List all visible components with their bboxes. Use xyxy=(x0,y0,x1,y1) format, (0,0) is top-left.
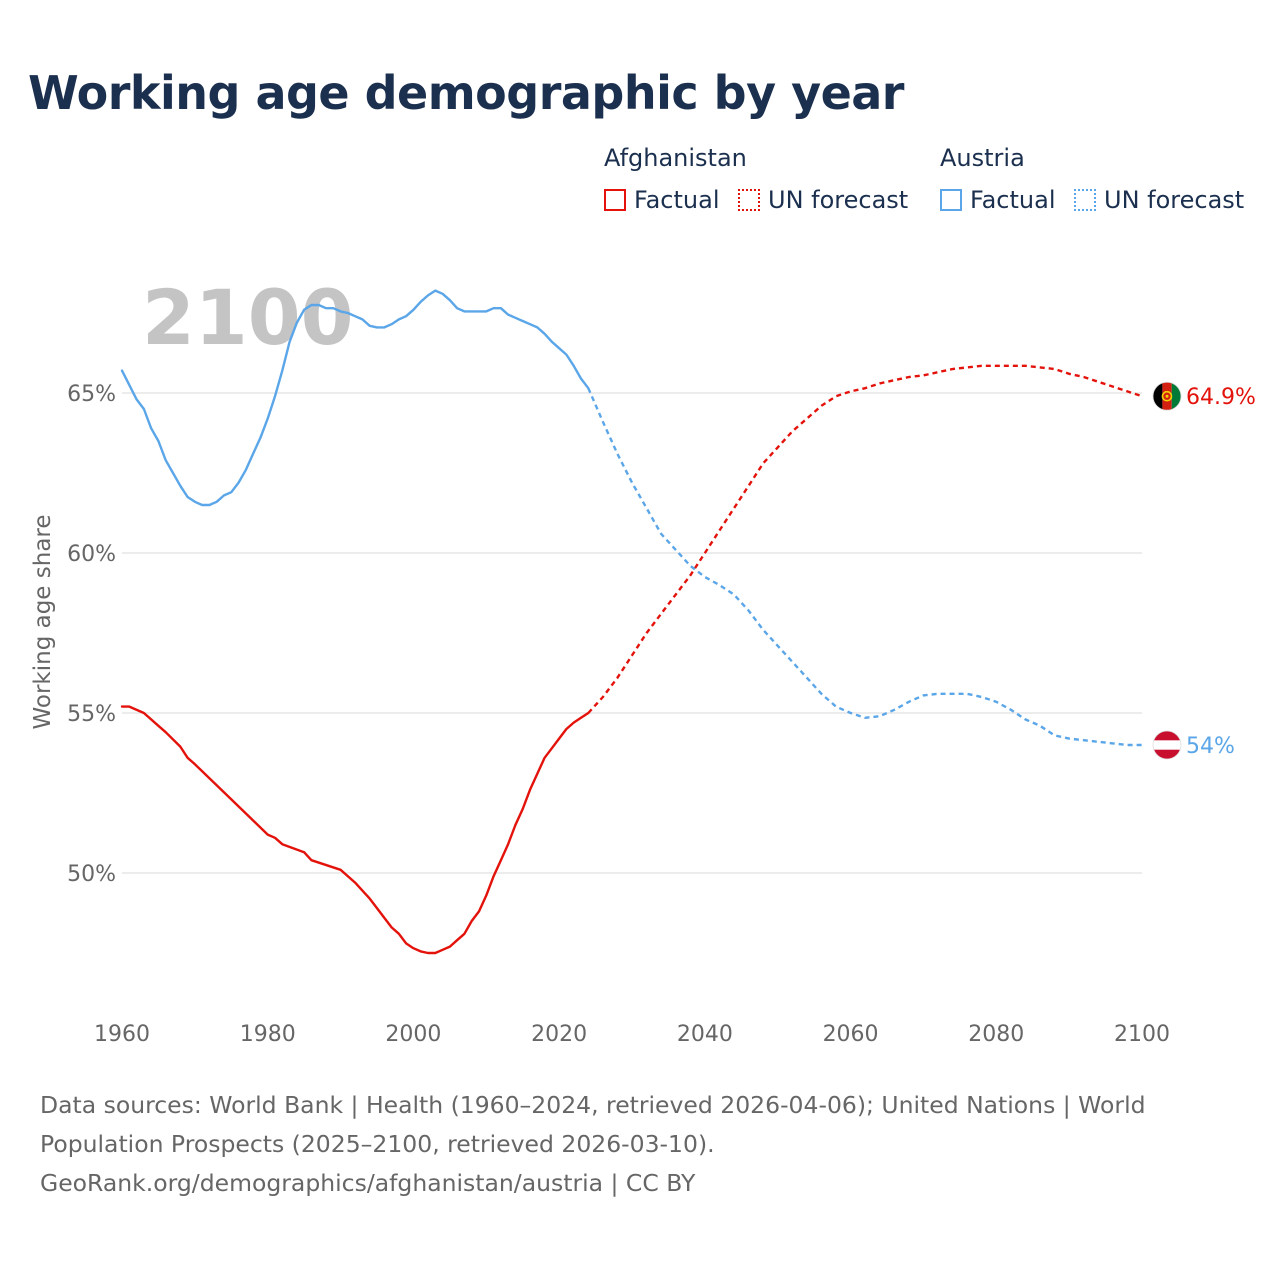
legend-title-afghanistan: Afghanistan xyxy=(604,144,747,172)
x-tick-label: 2100 xyxy=(1114,1022,1170,1047)
legend-swatch-solid-icon xyxy=(940,189,962,211)
legend-austria-forecast[interactable]: UN forecast xyxy=(1074,186,1244,214)
legend-swatch-dotted-icon xyxy=(1074,189,1096,211)
legend-label: Factual xyxy=(970,186,1056,214)
x-tick-label: 2060 xyxy=(823,1022,879,1047)
austria-end-value-label: 54% xyxy=(1186,734,1235,759)
legend-label: UN forecast xyxy=(768,186,909,214)
austria-flag-icon xyxy=(1152,730,1182,760)
legend-label: Factual xyxy=(634,186,720,214)
data-sources-line-1: Data sources: World Bank | Health (1960–… xyxy=(40,1091,1146,1119)
x-tick-label: 1980 xyxy=(240,1022,296,1047)
x-tick-label: 2040 xyxy=(677,1022,733,1047)
legend-afghanistan-factual[interactable]: Factual xyxy=(604,186,720,214)
afghanistan-flag-icon xyxy=(1152,381,1182,411)
y-tick-label: 50% xyxy=(67,862,116,887)
legend-title-austria: Austria xyxy=(940,144,1025,172)
data-sources-line-2: Population Prospects (2025–2100, retriev… xyxy=(40,1130,715,1158)
series-line-afghanistan-forecast xyxy=(587,364,1143,714)
attribution-link[interactable]: GeoRank.org/demographics/afghanistan/aus… xyxy=(40,1169,696,1197)
y-tick-label: 55% xyxy=(67,702,116,727)
axes: 50% 55% 60% 65% 1960 1980 2000 2020 2040 2060 2080… xyxy=(67,382,1170,1047)
x-tick-label: 2020 xyxy=(531,1022,587,1047)
x-tick-label: 2080 xyxy=(968,1022,1024,1047)
series-line-austria-factual xyxy=(120,289,590,507)
x-tick-label: 2000 xyxy=(385,1022,441,1047)
y-tick-label: 60% xyxy=(67,542,116,567)
line-chart: 2100 50% 55% 60% 65% 1960 1980 2000 2020 2040 206… xyxy=(30,273,1256,1047)
legend-swatch-dotted-icon xyxy=(738,189,760,211)
y-tick-label: 65% xyxy=(67,382,116,407)
chart-title: Working age demographic by year xyxy=(28,66,905,120)
legend-swatch-solid-icon xyxy=(604,189,626,211)
end-labels: 64.9% 54% xyxy=(1152,381,1256,760)
series-line-austria-forecast xyxy=(587,387,1142,747)
footer: Data sources: World Bank | Health (1960–… xyxy=(40,1086,1250,1203)
year-watermark: 2100 xyxy=(142,273,354,362)
y-axis-title: Working age share xyxy=(30,514,56,729)
grid xyxy=(122,392,1142,874)
afghanistan-end-value-label: 64.9% xyxy=(1186,385,1256,410)
series xyxy=(120,289,1143,955)
x-tick-label: 1960 xyxy=(94,1022,150,1047)
series-line-afghanistan-factual xyxy=(120,705,590,955)
legend-label: UN forecast xyxy=(1104,186,1245,214)
legend-austria-factual[interactable]: Factual xyxy=(940,186,1056,214)
legend-afghanistan-forecast[interactable]: UN forecast xyxy=(738,186,908,214)
